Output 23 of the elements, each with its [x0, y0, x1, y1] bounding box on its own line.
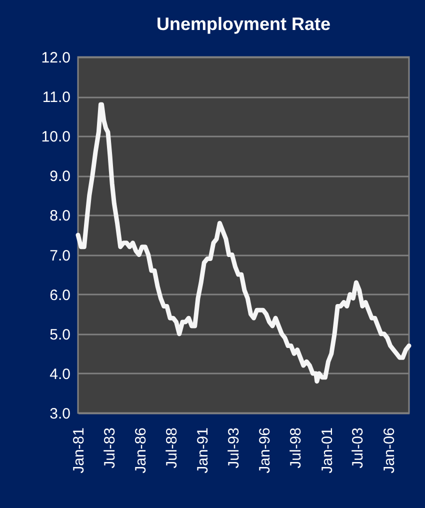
- x-tick-label: Jul-93: [226, 428, 243, 468]
- y-tick-label: 11.0: [42, 89, 70, 106]
- x-tick-label: Jul-88: [164, 428, 181, 468]
- x-tick-label: Jan-01: [318, 428, 336, 474]
- x-tick-label: Jul-83: [101, 428, 118, 468]
- x-tick-label: Jan-06: [380, 428, 398, 474]
- y-tick-label: 7.0: [50, 247, 70, 264]
- x-tick-label: Jan-96: [256, 428, 274, 474]
- y-tick-label: 9.0: [50, 168, 70, 186]
- x-tick-label: Jan-86: [132, 428, 150, 474]
- y-tick-label: 8.0: [50, 208, 70, 225]
- chart-title: Unemployment Rate: [156, 14, 331, 34]
- y-tick-label: 10.0: [41, 128, 70, 146]
- line-series: [76, 102, 412, 384]
- y-tick-label: 3.0: [50, 406, 70, 422]
- x-tick-label: Jan-81: [70, 428, 88, 474]
- y-tick-label: 6.0: [50, 286, 70, 304]
- x-tick-label: Jan-91: [194, 428, 212, 474]
- y-tick-label: 5.0: [50, 326, 70, 344]
- y-tick-label: 12.0: [41, 50, 70, 66]
- x-tick-label: Jul-98: [288, 428, 305, 468]
- y-tick-label: 4.0: [50, 366, 70, 383]
- x-tick-label: Jul-03: [350, 428, 367, 468]
